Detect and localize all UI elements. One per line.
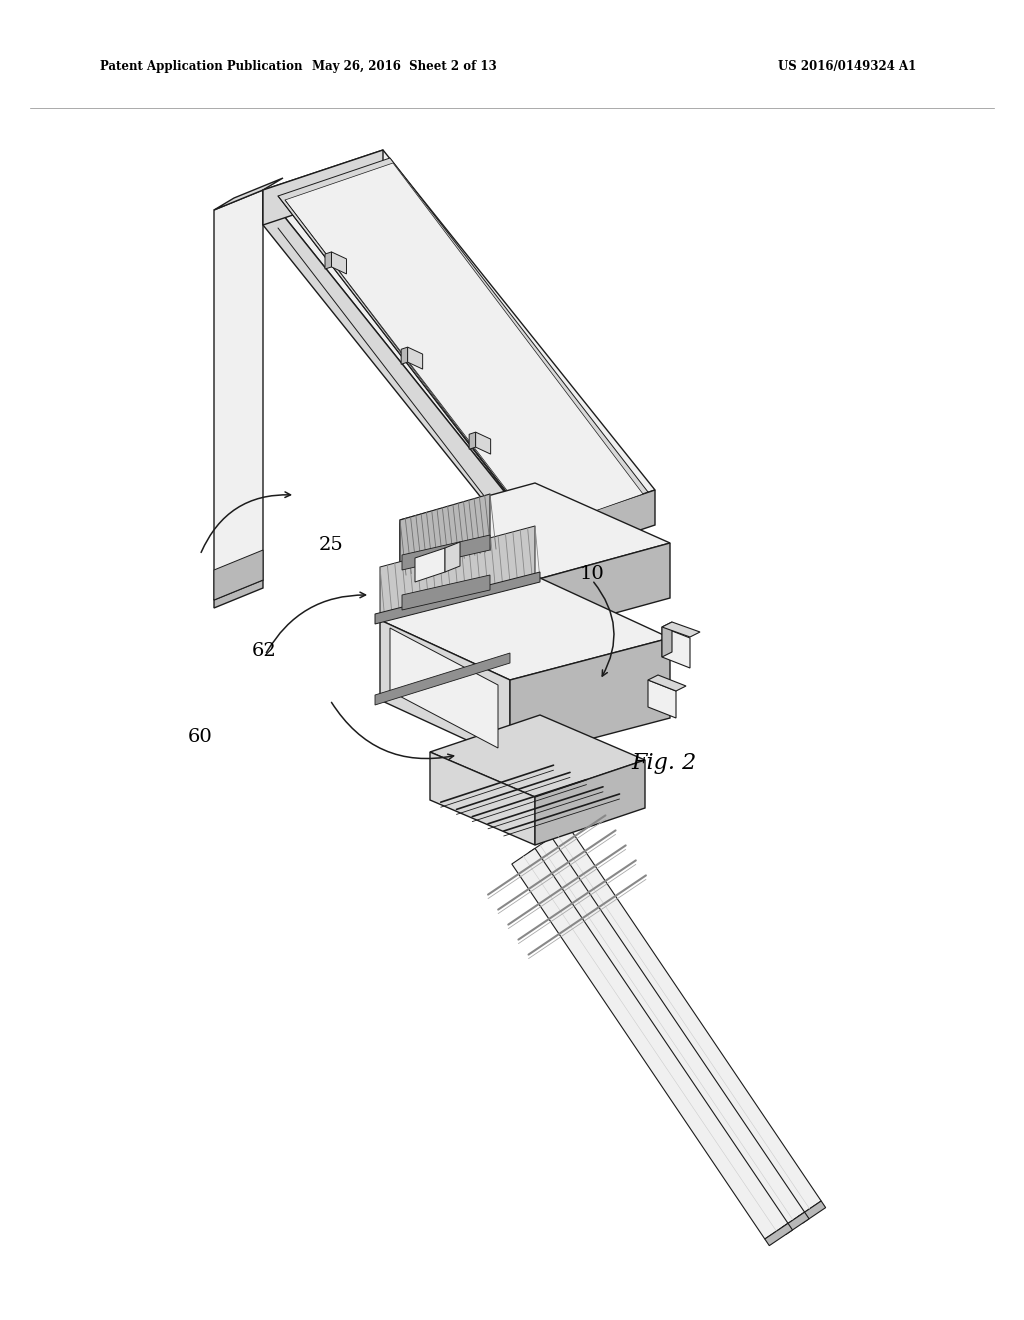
Polygon shape: [535, 490, 655, 565]
Polygon shape: [545, 826, 821, 1217]
Polygon shape: [662, 622, 700, 638]
Polygon shape: [512, 849, 788, 1239]
Polygon shape: [401, 347, 408, 364]
Polygon shape: [380, 620, 510, 760]
Text: Patent Application Publication: Patent Application Publication: [100, 59, 303, 73]
Polygon shape: [528, 837, 805, 1228]
Polygon shape: [214, 550, 263, 601]
Polygon shape: [781, 1212, 809, 1234]
Polygon shape: [648, 680, 676, 718]
Polygon shape: [263, 150, 383, 224]
Polygon shape: [402, 535, 490, 570]
Polygon shape: [510, 638, 670, 760]
Polygon shape: [535, 543, 670, 635]
Polygon shape: [415, 548, 445, 582]
Polygon shape: [400, 483, 670, 579]
Polygon shape: [445, 543, 460, 572]
Polygon shape: [332, 252, 346, 275]
Polygon shape: [402, 576, 490, 610]
Polygon shape: [469, 432, 475, 449]
Polygon shape: [325, 252, 332, 269]
Polygon shape: [380, 525, 535, 620]
Polygon shape: [390, 628, 498, 748]
Polygon shape: [662, 627, 690, 668]
Text: May 26, 2016  Sheet 2 of 13: May 26, 2016 Sheet 2 of 13: [312, 59, 497, 73]
Polygon shape: [408, 347, 423, 370]
Text: 25: 25: [318, 536, 343, 554]
Polygon shape: [375, 572, 540, 624]
Polygon shape: [214, 178, 283, 210]
Polygon shape: [278, 158, 648, 531]
Polygon shape: [380, 578, 670, 680]
Polygon shape: [214, 190, 263, 601]
Polygon shape: [375, 653, 510, 705]
Text: 60: 60: [187, 727, 212, 746]
Polygon shape: [475, 432, 490, 454]
Polygon shape: [765, 1224, 793, 1246]
Polygon shape: [214, 579, 263, 609]
Text: 10: 10: [580, 565, 604, 583]
Polygon shape: [285, 162, 643, 531]
Text: Fig. 2: Fig. 2: [631, 752, 696, 774]
Text: 62: 62: [252, 642, 276, 660]
Polygon shape: [648, 675, 686, 690]
Polygon shape: [400, 494, 490, 574]
Polygon shape: [263, 190, 535, 565]
Polygon shape: [430, 752, 535, 845]
Polygon shape: [798, 1201, 825, 1224]
Text: US 2016/0149324 A1: US 2016/0149324 A1: [778, 59, 916, 73]
Polygon shape: [535, 760, 645, 845]
Polygon shape: [400, 520, 535, 635]
Polygon shape: [430, 715, 645, 797]
Polygon shape: [662, 622, 672, 657]
Polygon shape: [263, 150, 655, 531]
